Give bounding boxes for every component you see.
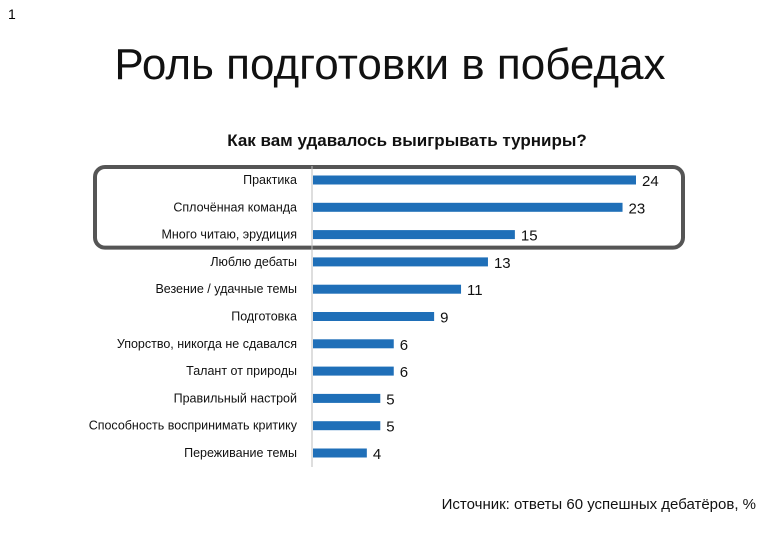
category-label: Упорство, никогда не сдавался: [117, 337, 297, 351]
value-label: 5: [386, 419, 394, 436]
category-label: Подготовка: [231, 310, 297, 324]
source-note: Источник: ответы 60 успешных дебатёров, …: [441, 496, 756, 513]
category-label: Сплочённая команда: [173, 200, 297, 214]
bar: [313, 175, 636, 185]
category-label: Переживание темы: [184, 446, 297, 460]
value-label: 13: [494, 255, 511, 272]
category-label: Талант от природы: [186, 364, 297, 378]
value-label: 9: [440, 310, 448, 327]
bar-chart: Как вам удавалось выигрывать турниры? Пр…: [89, 131, 685, 467]
bar: [313, 339, 394, 349]
category-label: Люблю дебаты: [210, 255, 297, 269]
bar: [313, 312, 435, 321]
value-label: 24: [642, 173, 659, 190]
value-label: 23: [629, 200, 646, 217]
slide-title: Роль подготовки в победах: [114, 40, 666, 89]
bar: [313, 448, 367, 458]
bar: [313, 366, 394, 376]
category-label: Правильный настрой: [174, 391, 297, 405]
value-label: 6: [400, 337, 408, 354]
value-label: 11: [467, 282, 483, 299]
category-label: Практика: [243, 173, 297, 187]
bar: [313, 257, 488, 267]
bar: [313, 284, 462, 294]
chart-title: Как вам удавалось выигрывать турниры?: [227, 131, 587, 150]
value-label: 6: [400, 364, 408, 381]
slide-number: 1: [8, 6, 16, 22]
value-label: 5: [386, 391, 394, 408]
bar: [313, 230, 515, 240]
bar: [313, 202, 623, 212]
value-label: 4: [373, 446, 381, 463]
category-label: Везение / удачные темы: [155, 282, 297, 296]
value-label: 15: [521, 228, 538, 245]
category-label: Способность воспринимать критику: [89, 419, 298, 433]
highlight-frame: [93, 165, 685, 250]
bar: [313, 393, 381, 403]
bar: [313, 421, 381, 431]
category-label: Много читаю, эрудиция: [161, 228, 297, 242]
